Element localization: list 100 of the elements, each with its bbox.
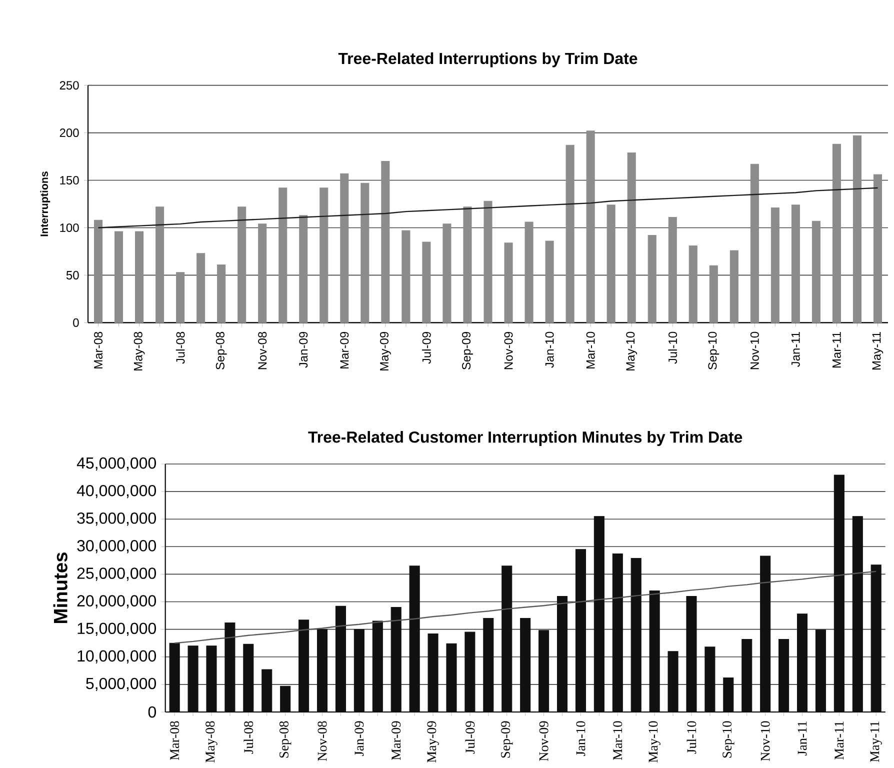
x-tick-label: Mar-10 bbox=[586, 332, 595, 368]
y-axis-title: Minutes bbox=[53, 552, 68, 623]
bar bbox=[668, 651, 678, 712]
x-tick-label: Jan-09 bbox=[299, 332, 308, 368]
x-tick-label: Jan-10 bbox=[545, 332, 554, 368]
bar bbox=[428, 633, 438, 712]
x-tick-label: Mar-09 bbox=[340, 332, 349, 368]
bar bbox=[538, 630, 550, 712]
y-tick-label: 35,000,000 bbox=[77, 512, 156, 526]
x-tick-label: Sep-08 bbox=[279, 721, 292, 758]
y-tick-label: 0 bbox=[148, 706, 156, 718]
chart-title: Tree-Related Customer Interruption Minutes by Trim Date bbox=[308, 431, 742, 446]
bar bbox=[446, 643, 457, 712]
x-tick-label: Nov-10 bbox=[760, 721, 770, 762]
bar bbox=[556, 596, 568, 712]
bar bbox=[298, 620, 310, 712]
x-tick-label: May-11 bbox=[870, 721, 882, 762]
x-tick-label: Mar-11 bbox=[832, 332, 841, 368]
bar bbox=[335, 606, 346, 712]
x-tick-label: Nov-09 bbox=[539, 721, 548, 762]
bar bbox=[815, 630, 826, 712]
bar bbox=[483, 618, 494, 712]
y-tick-label: 25,000,000 bbox=[77, 568, 156, 581]
x-tick-label: Jul-09 bbox=[422, 332, 431, 364]
bar bbox=[575, 549, 586, 712]
bar bbox=[243, 644, 254, 712]
x-tick-label: Jan-11 bbox=[798, 721, 807, 756]
bar bbox=[870, 564, 882, 712]
y-tick-label: 45,000,000 bbox=[76, 457, 156, 471]
x-tick-label: Mar-08 bbox=[94, 332, 103, 368]
x-tick-label: May-09 bbox=[380, 332, 391, 370]
y-tick-label: 10,000,000 bbox=[78, 650, 156, 664]
x-tick-label: May-08 bbox=[134, 332, 145, 370]
x-tick-label: Jul-08 bbox=[176, 332, 185, 364]
bar bbox=[520, 618, 531, 712]
x-tick-label: May-10 bbox=[626, 332, 638, 370]
bar bbox=[464, 632, 476, 712]
y-tick-label: 100 bbox=[60, 223, 79, 232]
y-tick-label: 200 bbox=[60, 128, 79, 138]
x-tick-label: Nov-09 bbox=[504, 332, 513, 370]
line-series bbox=[174, 570, 877, 644]
y-tick-label: 250 bbox=[60, 81, 79, 90]
bar bbox=[280, 686, 291, 712]
x-tick-label: Mar-09 bbox=[392, 721, 401, 760]
bar bbox=[409, 566, 420, 712]
bar bbox=[206, 646, 217, 712]
bar bbox=[704, 646, 716, 712]
x-tick-label: Jul-10 bbox=[668, 332, 678, 364]
x-tick-label: Sep-08 bbox=[216, 332, 227, 370]
bar bbox=[354, 629, 364, 712]
x-tick-label: Mar-08 bbox=[170, 721, 180, 760]
y-tick-label: 150 bbox=[60, 176, 79, 185]
bar bbox=[502, 566, 512, 712]
bar bbox=[686, 596, 697, 712]
bar bbox=[834, 474, 844, 712]
x-tick-label: Mar-11 bbox=[834, 721, 844, 760]
bar bbox=[630, 558, 642, 712]
x-tick-label: Sep-09 bbox=[462, 332, 473, 370]
bar bbox=[390, 607, 402, 712]
x-tick-label: May-09 bbox=[427, 721, 439, 763]
x-tick-label: Jul-09 bbox=[465, 721, 475, 754]
y-tick-label: 50 bbox=[66, 270, 79, 280]
x-tick-label: May-10 bbox=[648, 721, 660, 763]
y-axis-title: Interruptions bbox=[40, 172, 50, 236]
x-tick-label: Jul-10 bbox=[686, 721, 696, 754]
bar bbox=[760, 556, 771, 712]
bar bbox=[612, 554, 623, 712]
bar bbox=[649, 590, 660, 712]
bar bbox=[169, 642, 180, 712]
bar bbox=[262, 669, 272, 712]
chart-title: Tree-Related Interruptions by Trim Date bbox=[338, 52, 638, 68]
y-tick-label: 40,000,000 bbox=[76, 484, 156, 498]
bar bbox=[742, 638, 752, 712]
x-tick-label: Sep-10 bbox=[708, 332, 720, 370]
x-tick-label: Jan-10 bbox=[576, 721, 586, 756]
x-tick-label: Jan-09 bbox=[354, 721, 364, 756]
x-tick-label: Nov-10 bbox=[750, 332, 759, 370]
bar bbox=[796, 614, 808, 712]
y-tick-label: 0 bbox=[73, 318, 79, 327]
x-tick-label: May-08 bbox=[206, 721, 218, 763]
y-tick-label: 15,000,000 bbox=[78, 622, 156, 636]
x-tick-label: Sep-10 bbox=[722, 721, 734, 758]
y-tick-label: 5,000,000 bbox=[86, 678, 156, 692]
y-tick-label: 20,000,000 bbox=[77, 595, 156, 608]
x-tick-label: Jan-11 bbox=[791, 332, 800, 367]
x-tick-label: Nov-08 bbox=[258, 332, 267, 370]
x-tick-label: May-11 bbox=[872, 332, 884, 370]
bar bbox=[723, 678, 734, 712]
bar bbox=[852, 516, 863, 712]
bar bbox=[372, 620, 383, 712]
bar bbox=[594, 516, 604, 712]
x-tick-label: Jul-08 bbox=[244, 721, 254, 754]
y-tick-label: 30,000,000 bbox=[77, 540, 156, 554]
bar bbox=[188, 646, 198, 712]
bar bbox=[778, 638, 790, 712]
x-tick-label: Mar-10 bbox=[613, 721, 622, 760]
bar bbox=[316, 629, 328, 712]
x-tick-label: Sep-09 bbox=[501, 721, 513, 758]
x-tick-label: Nov-08 bbox=[318, 721, 327, 762]
bar bbox=[224, 622, 236, 712]
